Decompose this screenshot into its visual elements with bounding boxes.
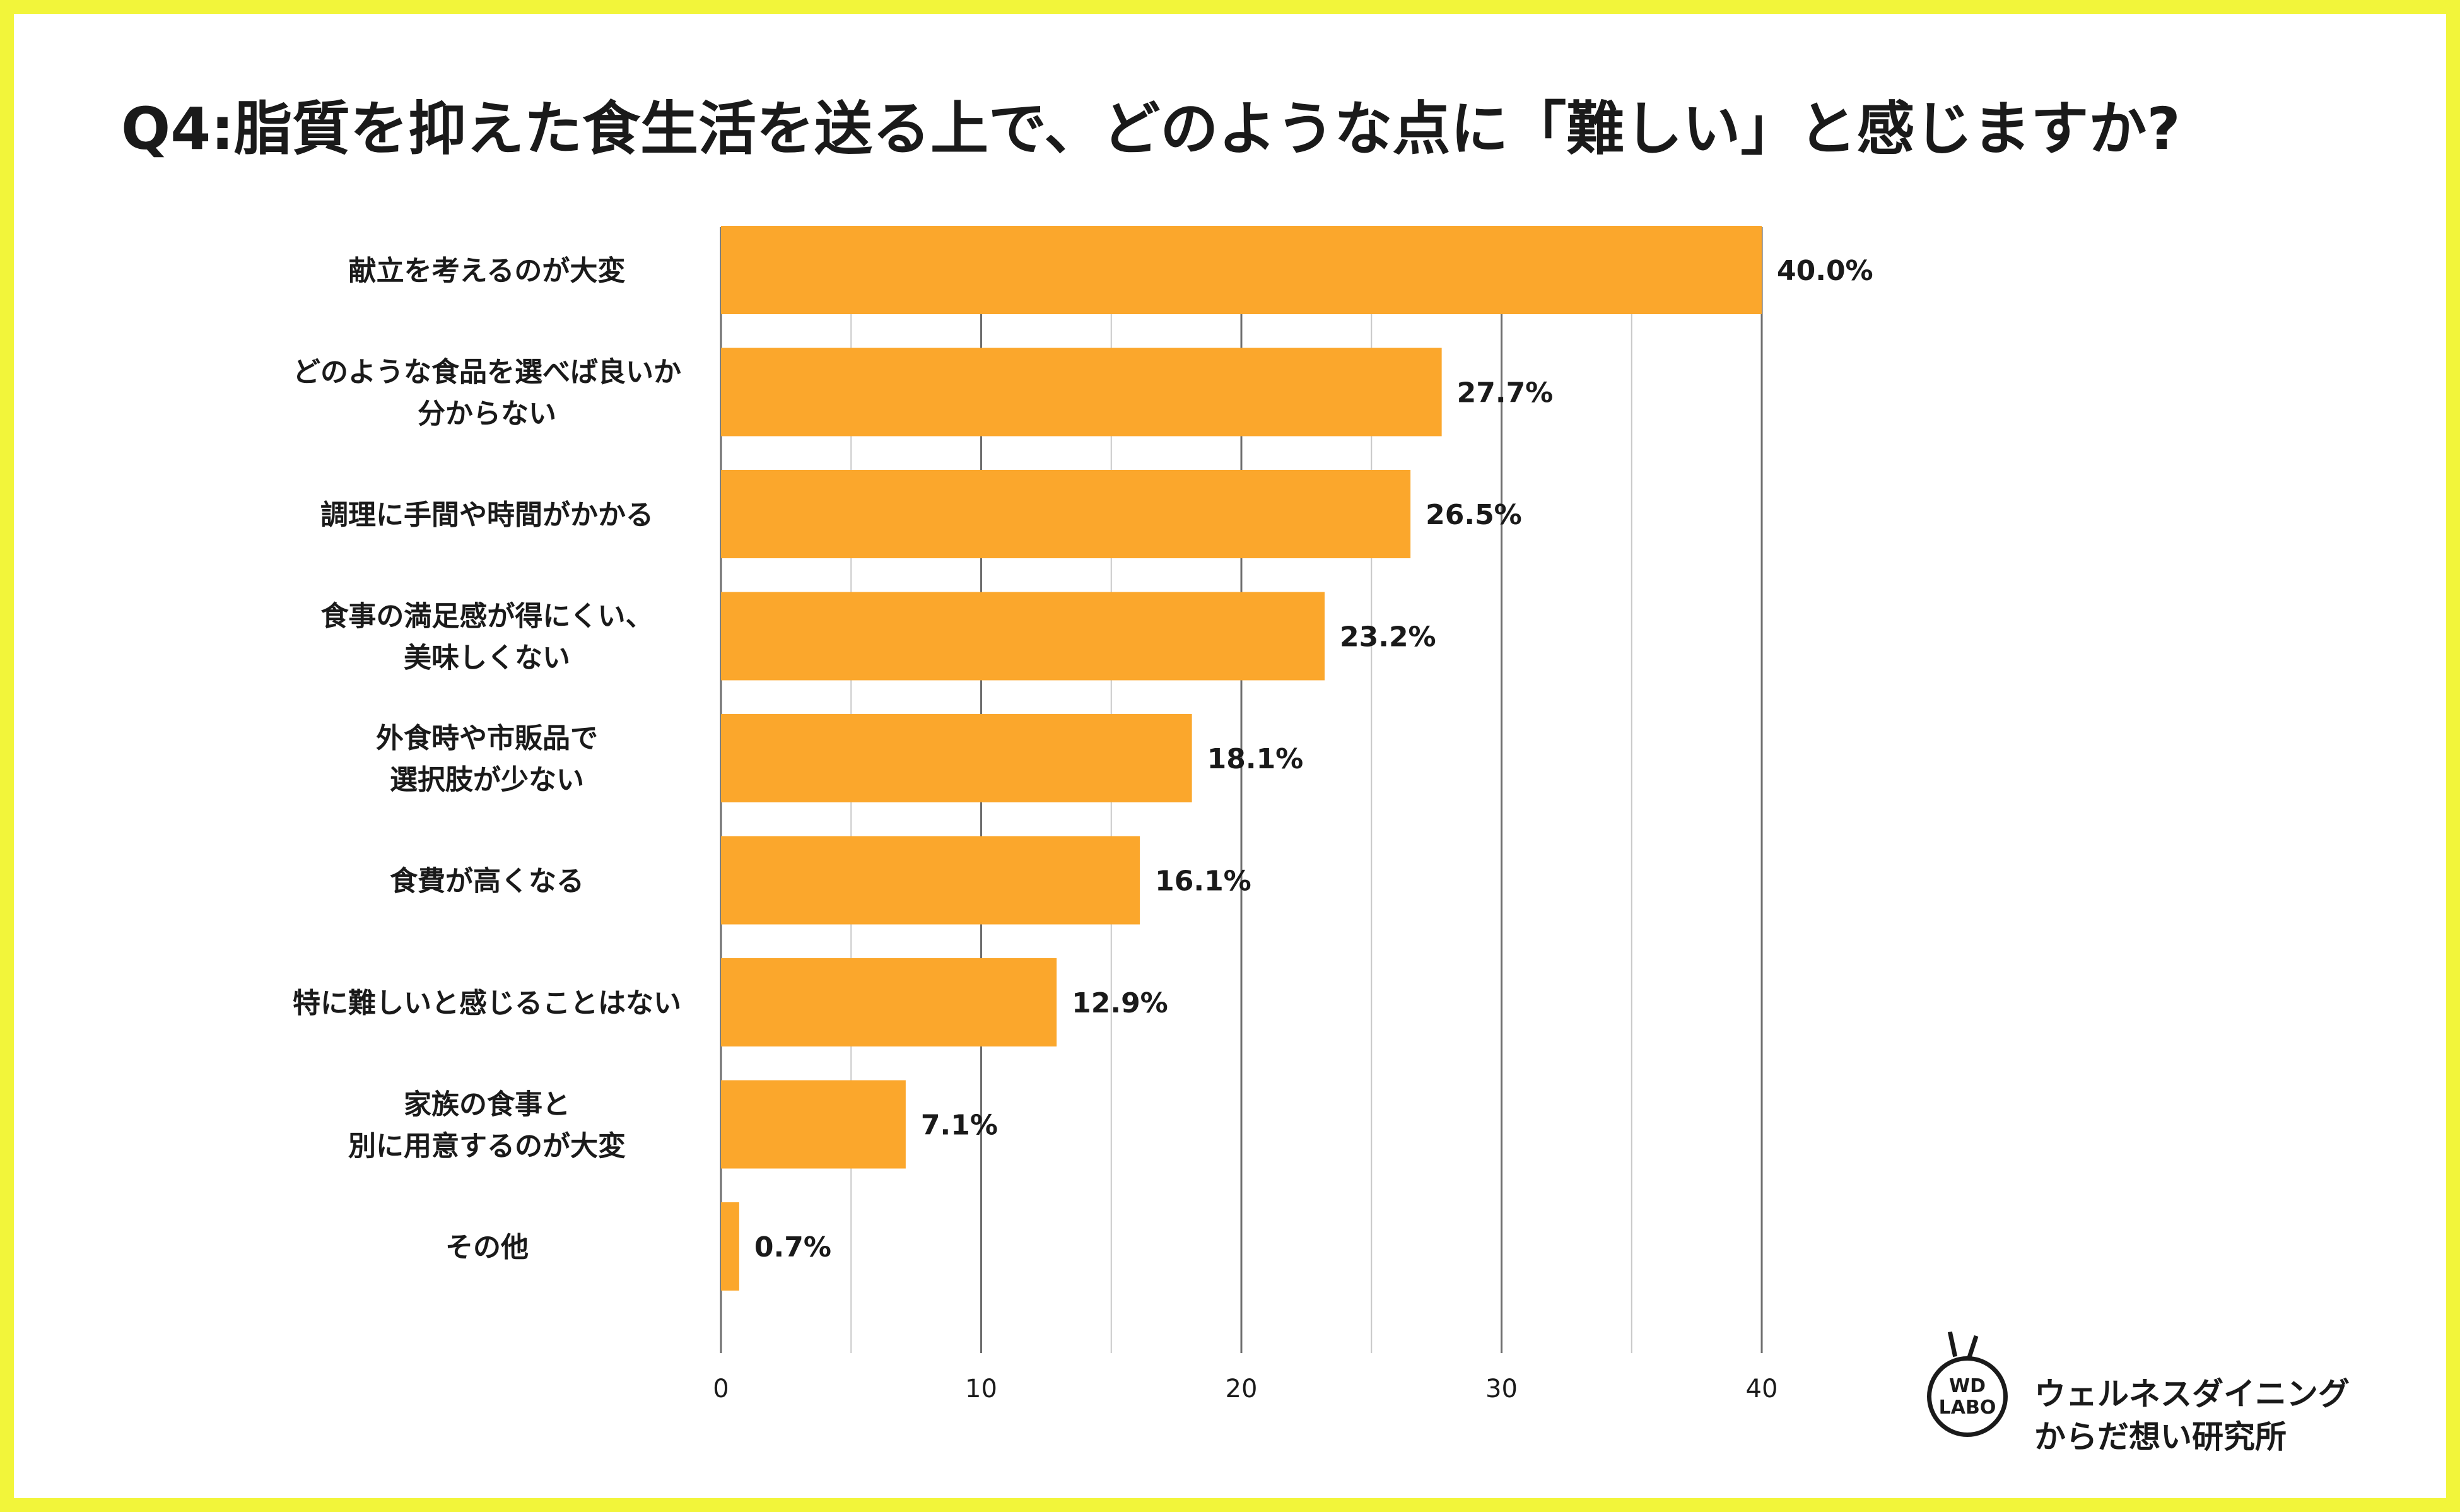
category-label: 選択肢が少ない	[390, 764, 584, 796]
x-tick-label: 0	[713, 1374, 729, 1404]
value-label: 7.1%	[921, 1110, 998, 1142]
category-label: その他	[445, 1231, 529, 1263]
category-label: 食事の満足感が得にくい、	[320, 601, 653, 633]
category-label: 特に難しいと感じることはない	[293, 987, 681, 1019]
bar	[721, 348, 1442, 437]
x-tick-label: 30	[1485, 1374, 1518, 1404]
bar	[721, 836, 1140, 925]
logo-mark-line2: LABO	[1938, 1397, 1996, 1419]
labels: 0 10 20 30 40 40.0% 献立を考えるのが大変 27.7% どのような食品を選べば…	[293, 255, 1873, 1404]
logo-mark-line1: WD	[1949, 1375, 1986, 1397]
bar	[721, 1202, 739, 1291]
logo-text-line2: からだ想い研究所	[2034, 1419, 2287, 1455]
logo-text-line1: ウェルネスダイニング	[2034, 1376, 2350, 1412]
bar	[721, 226, 1762, 314]
bars	[721, 226, 1762, 1291]
category-label: 調理に手間や時間がかかる	[320, 499, 653, 531]
x-tick-label: 10	[965, 1374, 997, 1404]
value-label: 26.5%	[1426, 499, 1522, 531]
value-label: 0.7%	[754, 1231, 831, 1263]
value-label: 40.0%	[1777, 255, 1873, 287]
bar	[721, 470, 1411, 558]
value-label: 18.1%	[1207, 743, 1304, 775]
bar	[721, 592, 1325, 681]
value-label: 12.9%	[1072, 987, 1168, 1019]
value-label: 23.2%	[1340, 621, 1436, 653]
category-label: 別に用意するのが大変	[348, 1130, 626, 1163]
chart-title: Q4:脂質を抑えた食生活を送る上で、どのような点に「難しい」と感じますか?	[121, 95, 2181, 163]
category-label: どのような食品を選べば良いか	[293, 356, 681, 389]
category-label: 食費が高くなる	[390, 865, 584, 898]
bar	[721, 958, 1057, 1046]
logo-mark-icon: WD LABO	[1927, 1331, 2008, 1437]
x-tick-label: 40	[1746, 1374, 1778, 1404]
value-label: 27.7%	[1457, 377, 1554, 409]
bar	[721, 714, 1192, 802]
x-tick-label: 20	[1226, 1374, 1258, 1404]
category-label: 家族の食事と	[404, 1089, 570, 1121]
bar	[721, 1080, 906, 1169]
value-label: 16.1%	[1155, 865, 1251, 898]
category-label: 外食時や市販品で	[376, 722, 598, 754]
wd-labo-logo: WD LABO ウェルネスダイニング からだ想い研究所	[1927, 1331, 2381, 1482]
category-label: 美味しくない	[404, 642, 570, 674]
category-label: 献立を考えるのが大変	[349, 255, 626, 287]
category-label: 分からない	[418, 398, 556, 430]
